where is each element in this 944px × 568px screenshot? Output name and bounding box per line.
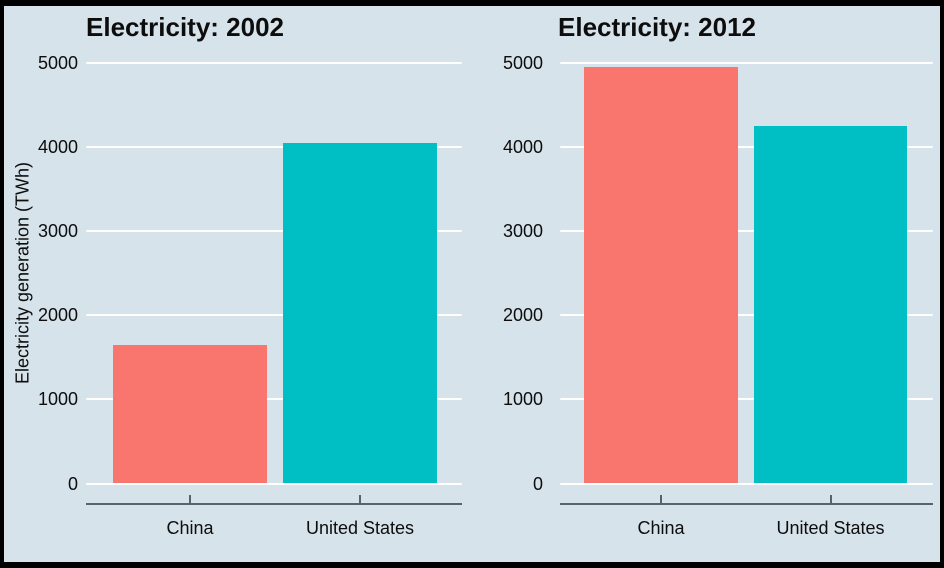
y-tick-label-4000: 4000 xyxy=(37,137,78,158)
gridline-4000 xyxy=(560,146,933,149)
gridline-0 xyxy=(560,482,933,485)
panel-title-electricity-2002: Electricity: 2002 xyxy=(86,12,285,42)
y-tick-label-0: 0 xyxy=(67,473,78,494)
x-tick-united-states xyxy=(829,495,832,505)
y-tick-label-3000: 3000 xyxy=(37,221,78,242)
y-tick-label-0: 0 xyxy=(532,473,543,494)
y-tick-label-3000: 3000 xyxy=(502,221,543,242)
x-label-united-states: United States xyxy=(305,518,415,538)
bar-china xyxy=(113,344,267,483)
x-label-china: China xyxy=(637,518,685,538)
bar-china xyxy=(584,67,738,483)
chart-canvas: Electricity: 2002 0 1000 2000 3000 4000 5000 Ch… xyxy=(4,6,940,562)
x-axis-line xyxy=(560,502,933,505)
x-tick-china xyxy=(660,495,662,505)
x-label-united-states: United States xyxy=(776,518,885,538)
gridline-3000 xyxy=(86,230,462,233)
gridline-2000 xyxy=(86,314,462,317)
gridline-2000 xyxy=(560,314,933,317)
gridline-5000 xyxy=(86,62,462,64)
y-tick-label-1000: 1000 xyxy=(37,389,78,410)
gridline-1000 xyxy=(560,398,933,401)
bar-united-states xyxy=(283,142,437,483)
y-tick-label-5000: 5000 xyxy=(37,53,78,73)
y-tick-label-2000: 2000 xyxy=(37,305,78,326)
gridline-4000 xyxy=(86,146,462,149)
y-tick-label-4000: 4000 xyxy=(502,137,543,158)
gridline-0 xyxy=(86,482,462,485)
x-tick-united-states xyxy=(359,495,361,505)
y-tick-label-2000: 2000 xyxy=(502,305,543,326)
x-label-china: China xyxy=(166,518,214,538)
y-axis-title: Electricity generation (TWh) xyxy=(12,161,33,385)
gridline-3000 xyxy=(560,230,933,233)
panel-title-electricity-2012: Electricity: 2012 xyxy=(558,12,757,42)
gridline-5000 xyxy=(560,62,933,64)
gridline-1000 xyxy=(86,398,462,401)
y-tick-label-5000: 5000 xyxy=(502,53,543,73)
x-axis-line xyxy=(86,502,462,505)
bar-united-states xyxy=(754,126,907,483)
x-tick-china xyxy=(189,495,191,505)
y-tick-label-1000: 1000 xyxy=(502,389,543,410)
